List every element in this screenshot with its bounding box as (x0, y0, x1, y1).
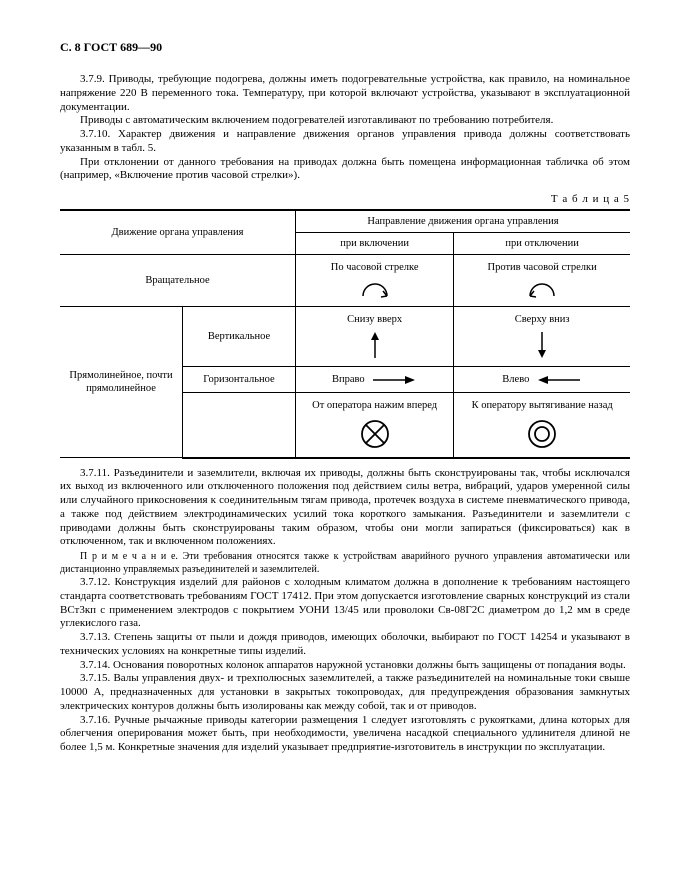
paragraph-3-7-9b: Приводы с автоматическим включением подо… (60, 114, 630, 128)
paragraph-3-7-13: 3.7.13. Степень защиты от пыли и дождя п… (60, 631, 630, 659)
label-push: От оператора нажим вперед (312, 400, 437, 411)
cell-down: Сверху вниз (454, 307, 630, 367)
label-pull: К оператору вытягивание назад (472, 400, 613, 411)
paragraph-3-7-12: 3.7.12. Конструкция изделий для районов … (60, 576, 630, 631)
th-direction: Направление движения органа управления (296, 210, 631, 233)
label-down: Сверху вниз (515, 314, 570, 325)
label-left: Влево (502, 374, 529, 385)
paragraph-3-7-15: 3.7.15. Валы управления двух- и трехполю… (60, 672, 630, 713)
label-clockwise: По часовой стрелке (331, 262, 419, 273)
th-on: при включении (296, 232, 454, 254)
arrow-up-icon (365, 330, 385, 360)
label-up: Снизу вверх (347, 314, 402, 325)
pull-icon (525, 417, 559, 451)
paragraph-3-7-9: 3.7.9. Приводы, требующие подогрева, дол… (60, 73, 630, 114)
table-5: Движение органа управления Направление д… (60, 209, 630, 459)
counterclockwise-icon (522, 278, 562, 300)
push-icon (358, 417, 392, 451)
page-header: С. 8 ГОСТ 689—90 (60, 40, 630, 55)
document-page: С. 8 ГОСТ 689—90 3.7.9. Приводы, требующ… (0, 0, 680, 805)
cell-empty (183, 393, 296, 458)
cell-up: Снизу вверх (296, 307, 454, 367)
note-3-7-11: П р и м е ч а н и е. Эти требования отно… (60, 551, 630, 576)
cell-horizontal: Горизонтальное (183, 367, 296, 393)
label-right: Вправо (332, 374, 365, 385)
arrow-down-icon (532, 330, 552, 360)
cell-clockwise: По часовой стрелке (296, 255, 454, 307)
cell-push: От оператора нажим вперед (296, 393, 454, 458)
th-movement: Движение органа управления (60, 210, 296, 255)
arrow-left-icon (536, 374, 582, 386)
paragraph-3-7-14: 3.7.14. Основания поворотных колонок апп… (60, 659, 630, 673)
clockwise-icon (355, 278, 395, 300)
paragraph-3-7-10: 3.7.10. Характер движения и направление … (60, 128, 630, 156)
th-off: при отключении (454, 232, 630, 254)
paragraph-3-7-10b: При отклонении от данного требования на … (60, 156, 630, 184)
cell-linear: Прямолинейное, почти прямолинейное (60, 307, 183, 458)
paragraph-3-7-16: 3.7.16. Ручные рычажные приводы категори… (60, 714, 630, 755)
cell-counterclockwise: Против часовой стрелки (454, 255, 630, 307)
cell-vertical: Вертикальное (183, 307, 296, 367)
cell-pull: К оператору вытягивание назад (454, 393, 630, 458)
cell-left: Влево (454, 367, 630, 393)
paragraph-3-7-11: 3.7.11. Разъединители и заземлители, вкл… (60, 467, 630, 550)
label-counterclockwise: Против часовой стрелки (488, 262, 597, 273)
cell-rotational: Вращательное (60, 255, 296, 307)
cell-right: Вправо (296, 367, 454, 393)
table-caption: Т а б л и ц а 5 (60, 193, 630, 207)
arrow-right-icon (371, 374, 417, 386)
